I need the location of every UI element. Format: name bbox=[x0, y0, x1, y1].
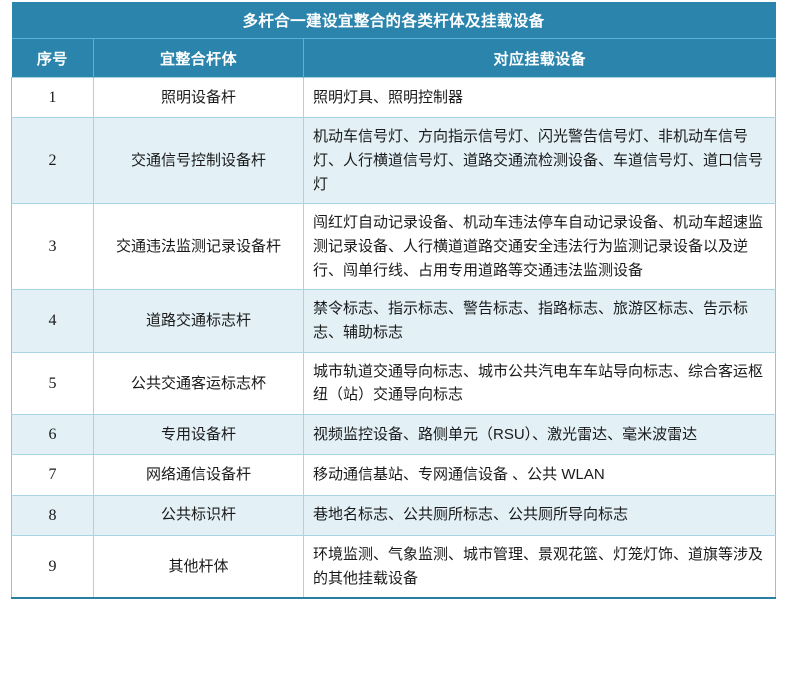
cell-pole: 道路交通标志杆 bbox=[93, 289, 304, 353]
table-row: 2 交通信号控制设备杆 机动车信号灯、方向指示信号灯、闪光警告信号灯、非机动车信… bbox=[11, 117, 776, 205]
cell-pole: 公共交通客运标志杯 bbox=[93, 351, 304, 416]
table-title: 多杆合一建设宜整合的各类杆体及挂载设备 bbox=[11, 2, 776, 39]
table-row: 4 道路交通标志杆 禁令标志、指示标志、警告标志、指路标志、旅游区标志、告示标志… bbox=[11, 289, 776, 353]
cell-index: 5 bbox=[11, 351, 94, 416]
cell-index: 7 bbox=[11, 454, 94, 496]
table-title-row: 多杆合一建设宜整合的各类杆体及挂载设备 bbox=[11, 2, 776, 39]
table-row: 8 公共标识杆 巷地名标志、公共厕所标志、公共厕所导向标志 bbox=[11, 494, 776, 536]
cell-pole: 其他杆体 bbox=[93, 534, 304, 599]
cell-equipment: 机动车信号灯、方向指示信号灯、闪光警告信号灯、非机动车信号灯、人行横道信号灯、道… bbox=[303, 117, 776, 205]
cell-index: 6 bbox=[11, 414, 94, 456]
cell-index: 9 bbox=[11, 534, 94, 599]
cell-equipment: 移动通信基站、专网通信设备 、公共 WLAN bbox=[303, 454, 776, 496]
cell-equipment: 照明灯具、照明控制器 bbox=[303, 76, 776, 119]
table-head: 多杆合一建设宜整合的各类杆体及挂载设备 序号 宜整合杆体 对应挂载设备 bbox=[11, 2, 776, 78]
table-row: 3 交通违法监测记录设备杆 闯红灯自动记录设备、机动车违法停车自动记录设备、机动… bbox=[11, 203, 776, 291]
cell-pole: 公共标识杆 bbox=[93, 494, 304, 536]
cell-equipment: 视频监控设备、路侧单元（RSU）、激光雷达、毫米波雷达 bbox=[303, 414, 776, 456]
table-header-row: 序号 宜整合杆体 对应挂载设备 bbox=[11, 38, 776, 78]
cell-equipment: 环境监测、气象监测、城市管理、景观花篮、灯笼灯饰、道旗等涉及的其他挂载设备 bbox=[303, 534, 776, 599]
cell-index: 1 bbox=[11, 76, 94, 119]
cell-equipment: 禁令标志、指示标志、警告标志、指路标志、旅游区标志、告示标志、辅助标志 bbox=[303, 289, 776, 353]
table-row: 1 照明设备杆 照明灯具、照明控制器 bbox=[11, 76, 776, 119]
cell-index: 3 bbox=[11, 203, 94, 291]
cell-equipment: 闯红灯自动记录设备、机动车违法停车自动记录设备、机动车超速监测记录设备、人行横道… bbox=[303, 203, 776, 291]
table-row: 5 公共交通客运标志杯 城市轨道交通导向标志、城市公共汽电车车站导向标志、综合客… bbox=[11, 351, 776, 416]
table-body: 1 照明设备杆 照明灯具、照明控制器 2 交通信号控制设备杆 机动车信号灯、方向… bbox=[11, 76, 776, 599]
cell-pole: 交通信号控制设备杆 bbox=[93, 117, 304, 205]
table-row: 7 网络通信设备杆 移动通信基站、专网通信设备 、公共 WLAN bbox=[11, 454, 776, 496]
column-header-pole: 宜整合杆体 bbox=[93, 38, 304, 78]
column-header-index: 序号 bbox=[11, 38, 94, 78]
table-row: 9 其他杆体 环境监测、气象监测、城市管理、景观花篮、灯笼灯饰、道旗等涉及的其他… bbox=[11, 534, 776, 599]
cell-index: 2 bbox=[11, 117, 94, 205]
cell-pole: 专用设备杆 bbox=[93, 414, 304, 456]
table-row: 6 专用设备杆 视频监控设备、路侧单元（RSU）、激光雷达、毫米波雷达 bbox=[11, 414, 776, 456]
cell-index: 8 bbox=[11, 494, 94, 536]
cell-pole: 网络通信设备杆 bbox=[93, 454, 304, 496]
cell-pole: 照明设备杆 bbox=[93, 76, 304, 119]
cell-index: 4 bbox=[11, 289, 94, 353]
cell-equipment: 巷地名标志、公共厕所标志、公共厕所导向标志 bbox=[303, 494, 776, 536]
table-container: 多杆合一建设宜整合的各类杆体及挂载设备 序号 宜整合杆体 对应挂载设备 1 照明… bbox=[11, 2, 776, 600]
cell-equipment: 城市轨道交通导向标志、城市公共汽电车车站导向标志、综合客运枢纽（站）交通导向标志 bbox=[303, 351, 776, 416]
cell-pole: 交通违法监测记录设备杆 bbox=[93, 203, 304, 291]
poles-and-equipment-table: 多杆合一建设宜整合的各类杆体及挂载设备 序号 宜整合杆体 对应挂载设备 1 照明… bbox=[11, 2, 776, 600]
column-header-equipment: 对应挂载设备 bbox=[303, 38, 776, 78]
